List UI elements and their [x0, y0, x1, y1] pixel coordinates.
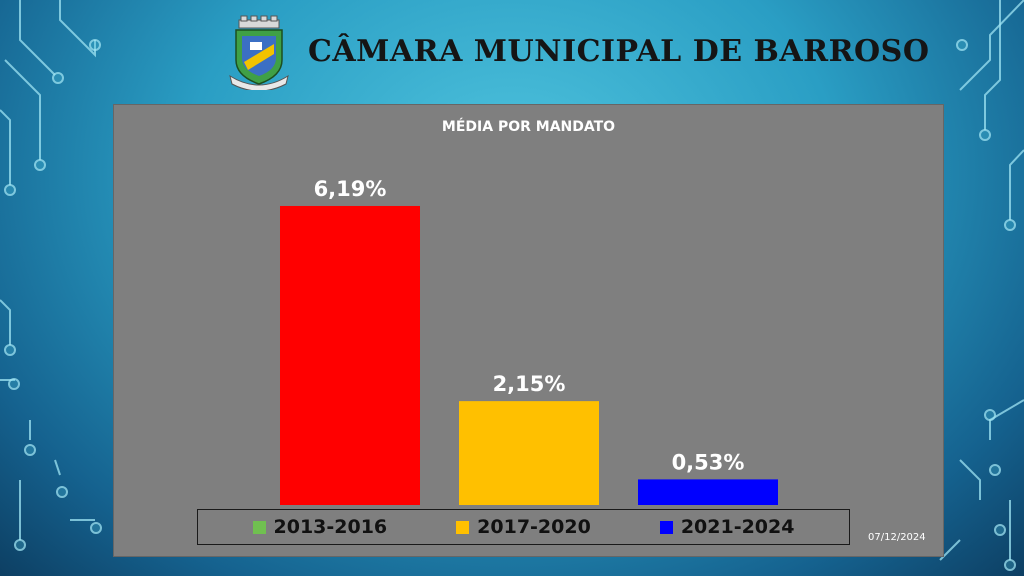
bar-2021-2024: [638, 479, 778, 505]
header: CÂMARA MUNICIPAL DE BARROSO: [228, 12, 968, 92]
legend-label: 2021-2024: [680, 516, 795, 538]
slide-date: 07/12/2024: [868, 532, 926, 543]
chart-legend: 2013-2016 2017-2020 2021-2024: [197, 509, 850, 545]
bar-plot: 6,19% 2,15% 0,53%: [280, 177, 778, 505]
legend-swatch: [252, 520, 266, 534]
legend-label: 2017-2020: [477, 516, 591, 538]
bar-value-label: 2,15%: [493, 372, 566, 396]
legend-label: 2013-2016: [273, 516, 388, 538]
legend-swatch: [659, 520, 673, 534]
bar-value-label: 0,53%: [672, 450, 745, 474]
chart-title: MÉDIA POR MANDATO: [441, 119, 616, 135]
legend-swatch: [456, 520, 470, 534]
page-title: CÂMARA MUNICIPAL DE BARROSO: [308, 34, 930, 69]
legend-item: 2013-2016: [252, 516, 388, 538]
chart-panel: MÉDIA POR MANDATO 6,19% 2,15% 0,53% 2013-2…: [113, 104, 944, 557]
bar-2017-2020: [459, 401, 599, 505]
legend-item: 2021-2024: [659, 516, 795, 538]
bar-value-label: 6,19%: [314, 177, 387, 201]
legend-item: 2017-2020: [456, 516, 591, 538]
municipal-seal-logo: [229, 15, 289, 90]
bar-2013-2016: [280, 205, 420, 505]
